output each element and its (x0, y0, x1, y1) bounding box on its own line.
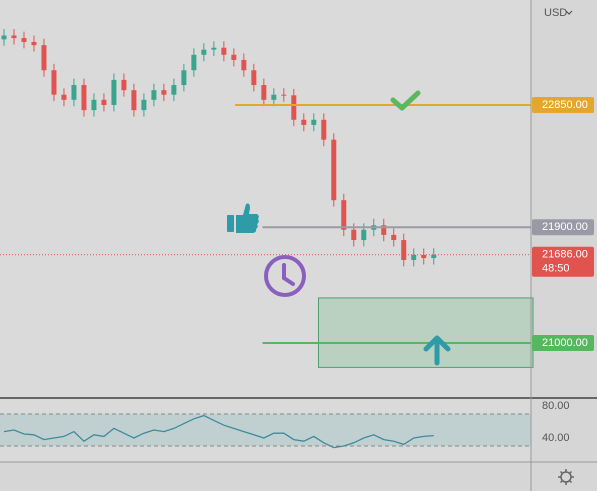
target-zone (317, 297, 534, 368)
candle-body (21, 38, 27, 42)
candle-body (211, 47, 217, 50)
candle-body (431, 254, 437, 259)
candle-body (51, 70, 57, 95)
candle-body (411, 254, 417, 260)
check-icon (390, 90, 421, 111)
candle-body (251, 70, 257, 86)
thumbs-up-icon (227, 203, 259, 233)
candle-body (231, 54, 237, 60)
candle-body (391, 234, 397, 241)
candle-body (191, 54, 197, 71)
indicator-tick-label: 40.00 (542, 432, 570, 444)
currency-selector[interactable]: USD (536, 3, 594, 23)
candle-body (1, 35, 7, 40)
candle-body (291, 95, 297, 120)
candle-body (401, 240, 407, 260)
candle-body (101, 99, 107, 105)
candle-body (361, 229, 367, 241)
candle-body (11, 35, 17, 39)
settings-gear[interactable] (558, 469, 574, 485)
clock-icon (264, 255, 306, 297)
price-line-label: 21900.00 (542, 221, 588, 233)
candle-body (311, 119, 317, 125)
candle-body (141, 99, 147, 111)
candle-body (181, 70, 187, 86)
candle-body (221, 47, 227, 55)
candle-body (321, 119, 327, 140)
candle-body (421, 254, 427, 259)
plot-background (0, 0, 531, 462)
candle-body (171, 85, 177, 95)
candle-body (381, 225, 387, 235)
candle-body (351, 229, 357, 241)
candle-body (201, 49, 207, 55)
last-price-label: 21686.00 (542, 249, 588, 261)
candle-body (151, 90, 157, 100)
candle-body (61, 94, 67, 100)
candle-body (331, 139, 337, 201)
price-line-tag (532, 219, 594, 236)
last-price-tag (532, 246, 594, 277)
candle-body (121, 79, 127, 91)
candle-body (281, 94, 287, 96)
candle-body (41, 45, 47, 71)
arrow-up-icon (423, 335, 451, 366)
price-line-label: 21000.00 (542, 337, 588, 349)
price-line-tag (532, 96, 594, 113)
candle-body (341, 200, 347, 230)
countdown-label: 48:50 (542, 263, 570, 275)
candle-body (91, 99, 97, 111)
indicator-line (3, 414, 434, 449)
candle-body (301, 119, 307, 125)
candle-body (271, 94, 277, 100)
currency-label[interactable]: USD (544, 7, 567, 19)
price-line-label: 22850.00 (542, 99, 588, 111)
candle-body (111, 79, 117, 105)
candle-body (261, 85, 267, 100)
candle-body (81, 85, 87, 111)
indicator-tick-label: 80.00 (542, 400, 570, 412)
price-line-tag (532, 334, 594, 351)
candle-body (131, 90, 137, 111)
indicator-band (0, 414, 531, 446)
candle-body (161, 90, 167, 95)
candle-body (71, 85, 77, 100)
candle-body (241, 59, 247, 71)
candle-body (31, 41, 37, 46)
